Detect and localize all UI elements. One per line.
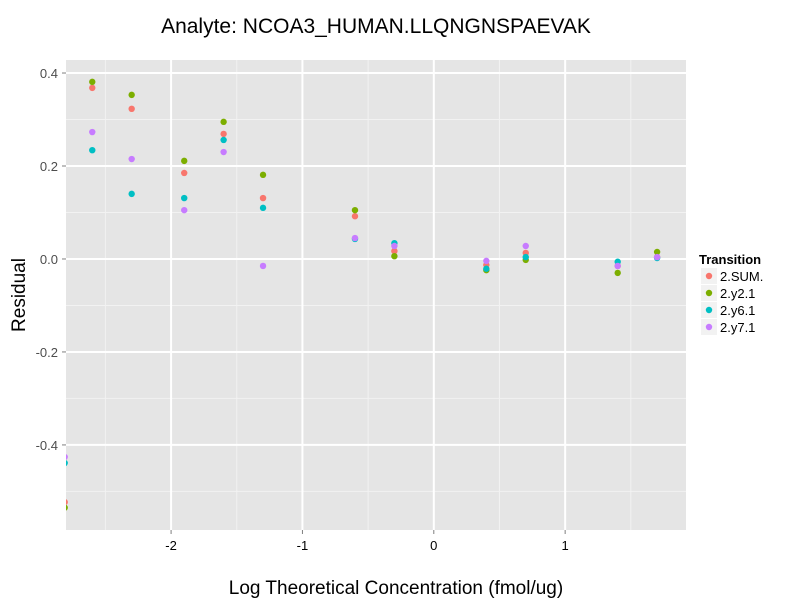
legend-item: 2.y6.1	[701, 302, 755, 318]
x-tick-label: 1	[562, 538, 569, 553]
y-tick-label: 0.4	[40, 66, 58, 81]
x-tick-label: -1	[297, 538, 309, 553]
chart-title: Analyte: NCOA3_HUMAN.LLQNGNSPAEVAK	[161, 15, 591, 38]
x-axis: -2 -1 0 1	[165, 530, 569, 553]
legend-label: 2.SUM.	[720, 269, 763, 284]
data-point	[351, 213, 359, 220]
data-point	[351, 234, 359, 242]
legend-label: 2.y7.1	[720, 320, 755, 335]
legend-item: 2.SUM.	[701, 268, 763, 284]
data-point	[483, 257, 490, 265]
data-point	[391, 242, 398, 250]
x-tick-label: 0	[430, 538, 437, 553]
data-point	[181, 169, 188, 177]
y-axis: 0.4 0.2 0.0 -0.2 -0.4	[36, 66, 66, 453]
data-point	[128, 155, 135, 163]
data-point	[522, 253, 529, 261]
data-point	[181, 206, 188, 214]
data-point	[653, 253, 661, 261]
data-point	[181, 194, 188, 202]
legend-label: 2.y6.1	[720, 303, 755, 318]
x-tick-label: -2	[165, 538, 177, 553]
data-point	[220, 118, 227, 126]
data-point	[483, 265, 490, 272]
data-point	[220, 130, 227, 138]
data-points	[66, 78, 661, 511]
data-point	[391, 247, 398, 255]
legend-title: Transition	[699, 252, 761, 267]
data-point	[653, 248, 661, 256]
legend-marker-icon	[705, 272, 713, 280]
data-point	[259, 204, 267, 212]
major-gridlines	[66, 60, 686, 530]
data-point	[128, 105, 135, 113]
minor-gridlines	[66, 60, 686, 530]
series-2-y2-1	[66, 78, 661, 511]
legend-item: 2.y7.1	[701, 319, 755, 335]
data-point	[181, 157, 188, 165]
y-tick-label: 0.0	[40, 252, 58, 267]
data-point	[351, 206, 359, 214]
data-point	[259, 194, 267, 202]
data-point	[66, 460, 68, 466]
plot-panel	[66, 60, 686, 530]
series-2-y7-1	[66, 128, 661, 460]
data-point	[614, 269, 621, 277]
x-axis-title: Log Theoretical Concentration (fmol/ug)	[229, 578, 563, 599]
legend-marker-icon	[705, 323, 713, 331]
data-point	[128, 91, 135, 99]
y-tick-label: -0.4	[36, 438, 58, 453]
legend-label: 2.y2.1	[720, 286, 755, 301]
legend: Transition 2.SUM. 2.y2.1 2.y6.1 2.y7.1	[699, 252, 763, 335]
data-point	[391, 252, 398, 260]
data-point	[89, 84, 96, 92]
data-point	[259, 262, 267, 270]
legend-marker-icon	[705, 289, 713, 297]
y-tick-label: 0.2	[40, 159, 58, 174]
data-point	[89, 146, 96, 154]
data-point	[220, 148, 227, 156]
data-point	[66, 499, 68, 506]
data-point	[259, 171, 267, 179]
legend-item: 2.y2.1	[701, 285, 755, 301]
data-point	[66, 454, 68, 460]
legend-marker-icon	[705, 306, 713, 314]
data-point	[89, 78, 96, 86]
data-point	[522, 242, 529, 250]
data-point	[128, 190, 135, 198]
y-tick-label: -0.2	[36, 345, 58, 360]
data-point	[614, 262, 621, 270]
data-point	[220, 136, 227, 144]
y-axis-title: Residual	[9, 258, 30, 332]
data-point	[66, 504, 68, 511]
data-point	[89, 128, 96, 136]
